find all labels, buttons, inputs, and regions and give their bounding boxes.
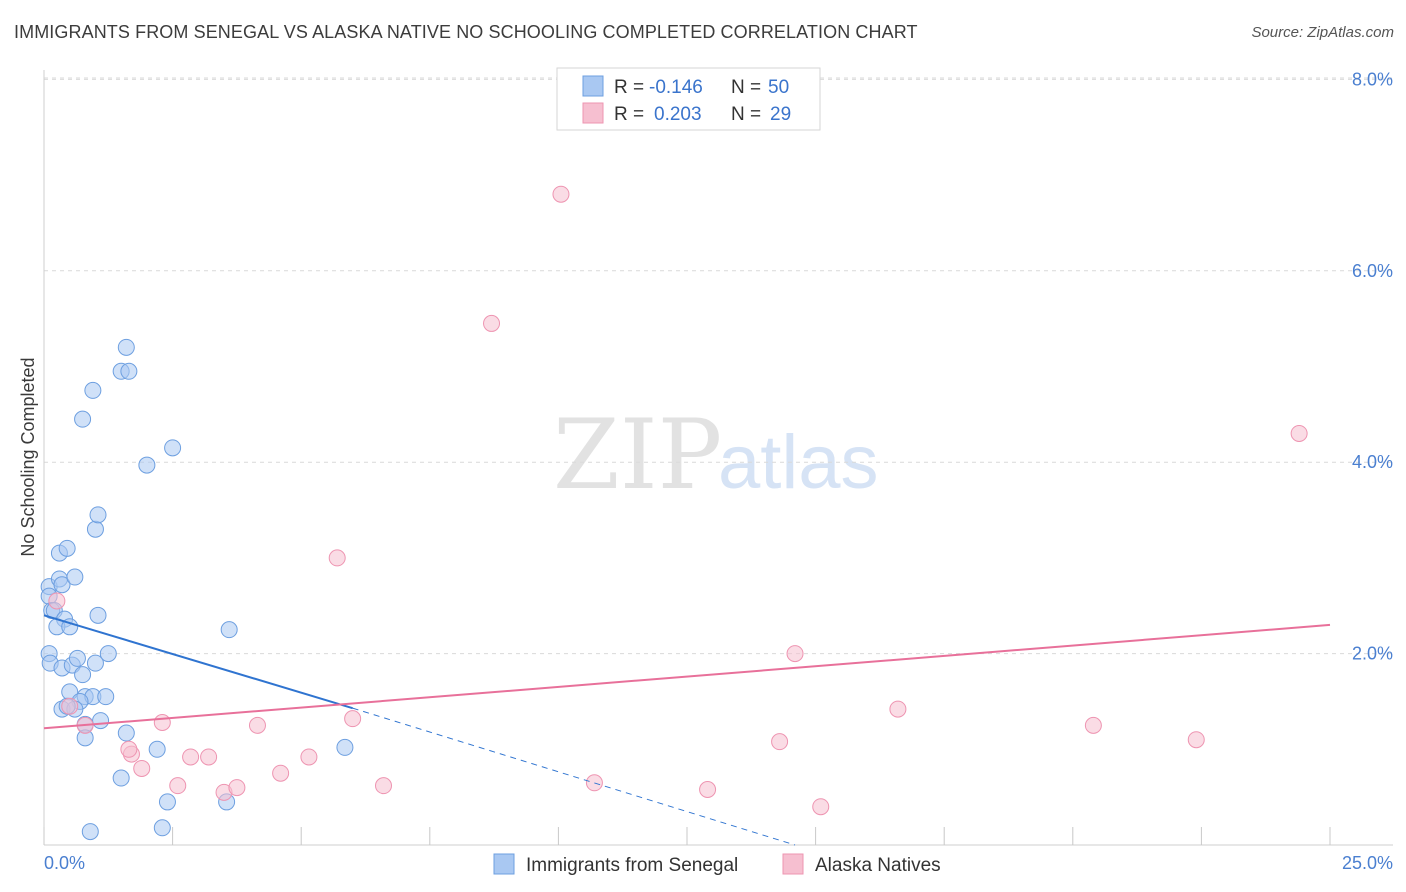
y-tick-label: 4.0% xyxy=(1352,452,1393,472)
alaska-point-5 xyxy=(153,714,171,732)
watermark-zip: ZIP xyxy=(553,399,722,511)
senegal-point-35 xyxy=(158,793,176,811)
legend-n-label-2: N = xyxy=(731,104,761,125)
legend-r-value-2: 0.203 xyxy=(654,104,702,125)
alaska-point-7 xyxy=(182,748,200,766)
axes xyxy=(43,70,1393,846)
alaska-point-21 xyxy=(771,733,789,751)
senegal-point-37 xyxy=(164,439,182,457)
alaska-point-22 xyxy=(786,645,804,663)
alaska-point-27 xyxy=(1290,424,1308,442)
legend-r-label-2: R = xyxy=(614,104,644,125)
x-tick-label-left: 0.0% xyxy=(44,853,85,873)
data-points xyxy=(40,185,1308,841)
alaska-point-0 xyxy=(48,592,66,610)
alaska-point-6 xyxy=(169,777,187,795)
senegal-point-40 xyxy=(86,520,104,538)
alaska-point-15 xyxy=(344,710,362,728)
legend-n-label-1: N = xyxy=(731,77,761,98)
series-legend-swatch-pink xyxy=(782,853,804,875)
alaska-point-16 xyxy=(375,777,393,795)
senegal-point-43 xyxy=(117,338,135,356)
senegal-point-48 xyxy=(336,738,354,756)
legend-n-value-1: 50 xyxy=(768,77,789,98)
y-tick-label: 6.0% xyxy=(1352,261,1393,281)
alaska-point-20 xyxy=(699,780,717,798)
alaska-point-8 xyxy=(200,748,218,766)
senegal-point-31 xyxy=(117,724,135,742)
series-legend: Immigrants from Senegal Alaska Natives xyxy=(493,853,941,876)
senegal-point-42 xyxy=(120,362,138,380)
x-tick-label-right: 25.0% xyxy=(1342,853,1393,873)
senegal-point-5 xyxy=(53,576,71,594)
senegal-point-18 xyxy=(99,645,117,663)
legend-swatch-blue xyxy=(582,75,604,97)
legend-n-value-2: 29 xyxy=(770,104,791,125)
senegal-point-32 xyxy=(112,769,130,787)
senegal-point-45 xyxy=(74,410,92,428)
legend-r-label-1: R = xyxy=(614,77,644,98)
senegal-point-38 xyxy=(138,456,156,474)
alaska-point-1 xyxy=(61,697,79,715)
senegal-point-36 xyxy=(220,621,238,639)
alaska-point-3 xyxy=(120,740,138,758)
senegal-point-23 xyxy=(97,688,115,706)
alaska-point-24 xyxy=(889,700,907,718)
alaska-point-23 xyxy=(812,798,830,816)
trend-lines xyxy=(43,614,1331,846)
alaska-point-18 xyxy=(552,185,570,203)
senegal-point-44 xyxy=(89,606,107,624)
y-tick-label: 8.0% xyxy=(1352,69,1393,89)
senegal-point-41 xyxy=(89,506,107,524)
alaska-point-10 xyxy=(228,779,246,797)
senegal-point-33 xyxy=(153,819,171,837)
series-legend-label-pink: Alaska Natives xyxy=(815,855,941,876)
y-tick-label: 2.0% xyxy=(1352,644,1393,664)
alaska-point-26 xyxy=(1187,731,1205,749)
source-label: Source: ZipAtlas.com xyxy=(1251,24,1394,41)
senegal-point-28 xyxy=(92,712,110,730)
alaska-point-13 xyxy=(300,748,318,766)
senegal-point-11 xyxy=(58,539,76,557)
x-tick-marks xyxy=(43,827,1331,845)
correlation-legend: R = -0.146 N = 50 R = 0.203 N = 29 xyxy=(556,67,821,131)
senegal-trend-extension xyxy=(352,707,796,846)
senegal-point-46 xyxy=(84,381,102,399)
alaska-point-25 xyxy=(1084,716,1102,734)
senegal-point-34 xyxy=(81,823,99,841)
senegal-point-19 xyxy=(74,666,92,684)
alaska-point-11 xyxy=(248,716,266,734)
y-tick-labels: 2.0% 4.0% 6.0% 8.0% xyxy=(1352,69,1393,663)
legend-r-value-1: -0.146 xyxy=(649,77,703,98)
series-legend-swatch-blue xyxy=(493,853,515,875)
senegal-point-17 xyxy=(86,654,104,672)
chart-title: IMMIGRANTS FROM SENEGAL VS ALASKA NATIVE… xyxy=(14,22,918,42)
alaska-point-12 xyxy=(272,764,290,782)
senegal-trend-line xyxy=(43,614,353,710)
senegal-point-16 xyxy=(68,649,86,667)
gridlines xyxy=(44,77,1393,655)
y-axis-label: No Schooling Completed xyxy=(18,357,38,556)
alaska-point-14 xyxy=(328,549,346,567)
senegal-point-9 xyxy=(66,568,84,586)
alaska-point-17 xyxy=(483,314,501,332)
legend-swatch-pink xyxy=(582,102,604,124)
senegal-point-47 xyxy=(148,740,166,758)
alaska-point-4 xyxy=(133,759,151,777)
alaska-trend-line xyxy=(43,623,1331,730)
series-legend-label-blue: Immigrants from Senegal xyxy=(526,855,738,876)
